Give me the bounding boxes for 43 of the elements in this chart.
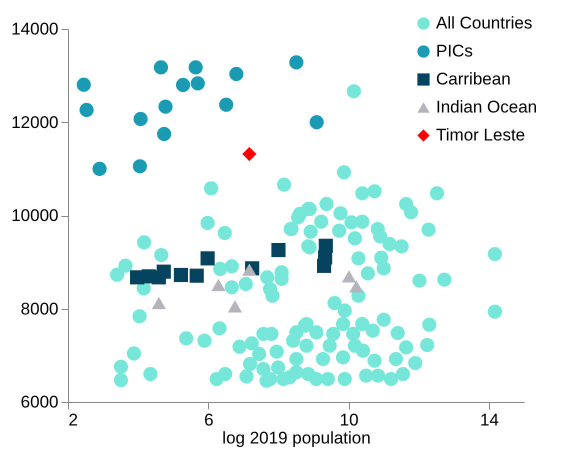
legend-label: PICs bbox=[436, 42, 473, 60]
point bbox=[200, 251, 215, 266]
point bbox=[157, 126, 172, 142]
x-tick-label: 14 bbox=[480, 410, 499, 430]
point bbox=[349, 280, 364, 292]
x-tick-label: 10 bbox=[340, 410, 359, 430]
point bbox=[342, 270, 356, 282]
point bbox=[92, 162, 107, 176]
point bbox=[289, 55, 304, 70]
point bbox=[271, 242, 286, 258]
point bbox=[76, 78, 91, 92]
point bbox=[242, 264, 256, 276]
y-tick-label: 6000 bbox=[20, 392, 58, 412]
y-tick-label: 10000 bbox=[11, 206, 58, 225]
point bbox=[80, 102, 94, 118]
point bbox=[154, 60, 168, 74]
y-tick-label: 14000 bbox=[11, 20, 58, 38]
point bbox=[211, 278, 226, 292]
point bbox=[134, 112, 148, 126]
point bbox=[188, 60, 203, 74]
legend-label: Timor Leste bbox=[436, 126, 526, 144]
point bbox=[132, 159, 147, 174]
point bbox=[156, 264, 171, 279]
x-tick-label: 6 bbox=[204, 410, 214, 430]
point bbox=[219, 98, 234, 112]
point bbox=[152, 296, 166, 310]
legend-label: All Countries bbox=[436, 14, 532, 32]
point bbox=[316, 258, 332, 273]
point bbox=[229, 66, 244, 82]
y-tick-label: 12000 bbox=[11, 112, 58, 132]
point bbox=[190, 76, 205, 90]
y-tick-label: 8000 bbox=[20, 299, 58, 318]
x-tick-label: 2 bbox=[68, 410, 78, 430]
point bbox=[158, 100, 173, 114]
point bbox=[176, 78, 190, 92]
legend-label: Carribean bbox=[436, 70, 511, 88]
point bbox=[310, 115, 324, 130]
point bbox=[242, 146, 256, 162]
point bbox=[174, 268, 188, 282]
legend-label: Indian Ocean bbox=[436, 98, 538, 116]
point bbox=[190, 268, 204, 283]
point bbox=[228, 300, 242, 312]
x-axis-title: log 2019 population bbox=[222, 428, 371, 448]
